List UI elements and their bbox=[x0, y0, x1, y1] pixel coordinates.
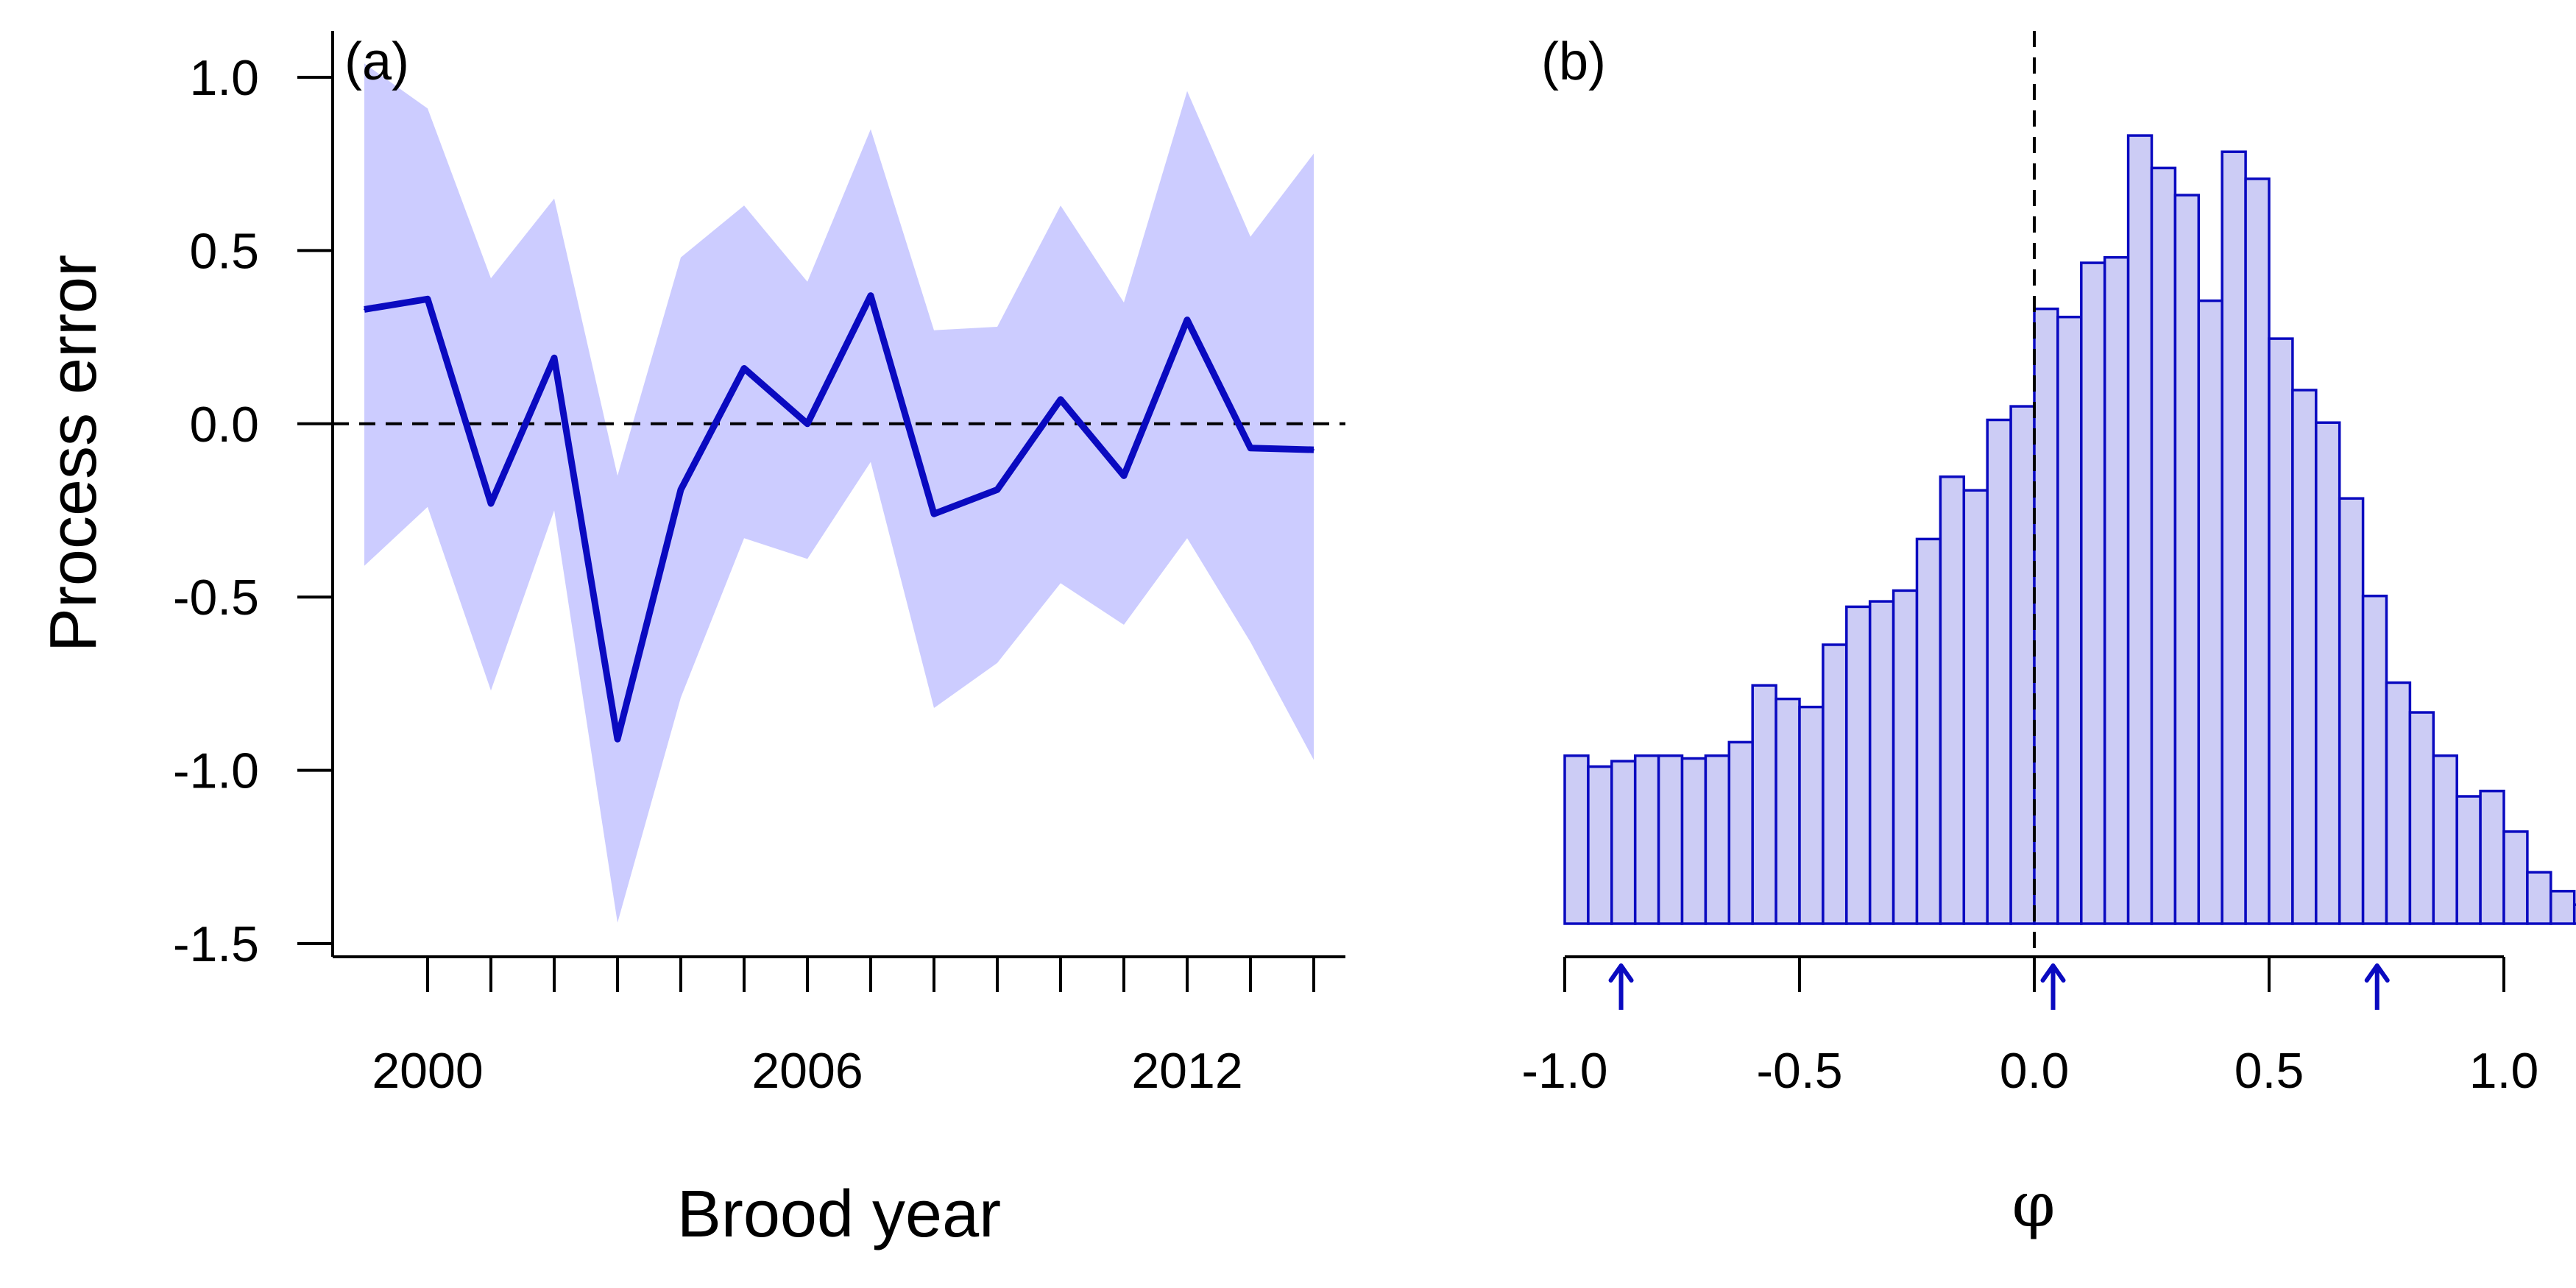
data-point bbox=[617, 738, 618, 740]
histogram-bar bbox=[1610, 760, 1637, 925]
phi-markers bbox=[1608, 963, 2390, 1010]
histogram-bar bbox=[1986, 418, 2012, 925]
histogram-bar bbox=[2361, 594, 2388, 925]
histogram-bar bbox=[1680, 757, 1708, 925]
y-tick-label: 0.0 bbox=[189, 397, 259, 453]
panel-a-x-axis-title: Brood year bbox=[677, 1178, 1001, 1251]
histogram-bar bbox=[2550, 890, 2576, 925]
panel-a-y-axis-title: Process error bbox=[37, 255, 110, 652]
data-point bbox=[1060, 398, 1061, 400]
histogram-bar bbox=[2150, 166, 2177, 925]
histogram-bar bbox=[2455, 795, 2482, 925]
histogram-bar bbox=[1868, 600, 1895, 925]
marker-arrow-head bbox=[2364, 963, 2390, 983]
credible-interval-band bbox=[364, 63, 1314, 923]
histogram-bar bbox=[1563, 754, 1590, 925]
series-line bbox=[364, 292, 1314, 743]
data-point bbox=[933, 513, 935, 515]
data-point bbox=[997, 489, 998, 491]
x-tick-label: 0.5 bbox=[2234, 1043, 2304, 1099]
histogram-bar bbox=[2385, 681, 2412, 925]
y-tick-label: -0.5 bbox=[173, 570, 259, 626]
histogram-bar bbox=[1704, 754, 1731, 925]
histogram-bar bbox=[1962, 489, 1989, 925]
data-point bbox=[870, 294, 871, 297]
histogram-bar bbox=[1845, 605, 1872, 925]
data-point bbox=[1313, 449, 1314, 451]
data-point bbox=[364, 308, 365, 311]
x-tick-label: 2006 bbox=[751, 1043, 863, 1099]
x-tick-label: 2012 bbox=[1131, 1043, 1242, 1099]
panel-b-label: (b) bbox=[1541, 32, 1606, 91]
data-point bbox=[427, 298, 428, 300]
panel-b-axes: -1.0 -0.5 0.0 0.5 1.0 bbox=[1521, 955, 2539, 1099]
interval-band-area bbox=[364, 63, 1314, 923]
marker-arrow-head bbox=[2040, 963, 2066, 983]
histogram-bar bbox=[2103, 255, 2130, 925]
y-tick-label: 0.5 bbox=[189, 223, 259, 279]
data-point bbox=[1186, 319, 1188, 321]
x-tick-label: 2000 bbox=[372, 1043, 483, 1099]
histogram-bars bbox=[1563, 134, 2576, 925]
histogram-bar bbox=[2009, 405, 2036, 925]
marker-arrow-head bbox=[1608, 963, 1634, 983]
y-tick-label: 1.0 bbox=[189, 50, 259, 106]
histogram-bar bbox=[1798, 705, 1825, 925]
process-error-series bbox=[364, 292, 1314, 743]
y-tick-label: -1.0 bbox=[173, 743, 259, 799]
x-tick-label: 1.0 bbox=[2469, 1043, 2539, 1099]
histogram-bar bbox=[1939, 475, 1966, 925]
data-point bbox=[553, 357, 555, 359]
data-point bbox=[490, 503, 492, 505]
histogram-bar bbox=[2338, 497, 2365, 925]
histogram-bar bbox=[2197, 299, 2223, 925]
data-point bbox=[743, 367, 745, 369]
panel-b-phi-histogram: -1.0 -0.5 0.0 0.5 1.0 (b) φ bbox=[1521, 31, 2576, 1241]
panel-a-axes: 2000 2006 2012 1.0 0.5 0.0 -0.5 -1.0 -1.5 bbox=[173, 31, 1345, 1099]
histogram-bar bbox=[1587, 765, 1613, 925]
histogram-bar bbox=[1774, 697, 1801, 925]
histogram-bar bbox=[2432, 754, 2458, 925]
histogram-bar bbox=[2268, 337, 2294, 925]
data-point bbox=[1250, 447, 1251, 449]
histogram-bar bbox=[2126, 134, 2154, 925]
histogram-bar bbox=[1915, 537, 1942, 925]
histogram-bar bbox=[1822, 643, 1848, 925]
histogram-bar bbox=[2056, 315, 2083, 925]
histogram-bar bbox=[2291, 389, 2318, 925]
panel-b-x-axis-title: φ bbox=[2012, 1169, 2056, 1241]
histogram-bar bbox=[2526, 871, 2552, 925]
histogram-bar bbox=[2173, 194, 2201, 925]
x-tick-label: -1.0 bbox=[1521, 1043, 1607, 1099]
histogram-bar bbox=[1751, 684, 1777, 925]
histogram-bar bbox=[2408, 711, 2435, 925]
histogram-bar bbox=[1727, 740, 1754, 925]
histogram-bar bbox=[2080, 261, 2106, 925]
histogram-bar bbox=[2315, 421, 2341, 925]
histogram-bar bbox=[1892, 589, 1919, 925]
panel-a-process-error: 2000 2006 2012 1.0 0.5 0.0 -0.5 -1.0 -1.5 (a) Br… bbox=[37, 31, 1345, 1251]
histogram-bar bbox=[2221, 150, 2247, 925]
data-point bbox=[1123, 475, 1125, 477]
histogram-bar bbox=[2479, 789, 2505, 925]
data-point bbox=[807, 422, 808, 425]
panel-a-label: (a) bbox=[344, 32, 409, 91]
x-tick-label: 0.0 bbox=[2000, 1043, 2070, 1099]
histogram-bar bbox=[2572, 903, 2576, 925]
y-tick-label: -1.5 bbox=[173, 916, 259, 972]
histogram-bar bbox=[2033, 307, 2059, 925]
histogram-bar bbox=[2244, 177, 2271, 925]
histogram-bar bbox=[1657, 754, 1684, 925]
x-tick-label: -0.5 bbox=[1756, 1043, 1842, 1099]
histogram-bar bbox=[2502, 830, 2529, 925]
data-point bbox=[680, 489, 682, 491]
histogram-bar bbox=[1633, 754, 1660, 925]
